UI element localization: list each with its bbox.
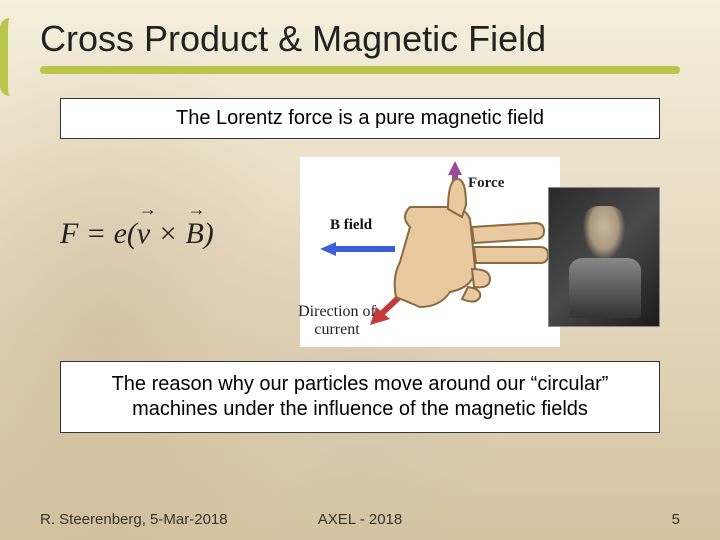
slide-title: Cross Product & Magnetic Field [0,0,720,60]
formula-v: v [137,217,150,250]
figure-area: F = e(v × B) [60,157,660,347]
label-direction: Direction of current [292,303,382,338]
statement-box-2: The reason why our particles move around… [60,361,660,433]
formula-B: B [185,217,203,250]
accent-curve [0,18,18,96]
footer-course: AXEL - 2018 [253,511,466,528]
statement-box-1: The Lorentz force is a pure magnetic fie… [60,98,660,139]
footer-page: 5 [467,511,680,528]
title-underline [40,66,680,74]
formula-F: F [60,217,78,250]
footer: R. Steerenberg, 5-Mar-2018 AXEL - 2018 5 [0,511,720,528]
lorentz-formula: F = e(v × B) [60,217,214,251]
label-force: Force [468,175,504,192]
label-bfield: B field [330,217,372,234]
footer-author: R. Steerenberg, 5-Mar-2018 [40,511,253,528]
lorentz-portrait [548,187,660,327]
